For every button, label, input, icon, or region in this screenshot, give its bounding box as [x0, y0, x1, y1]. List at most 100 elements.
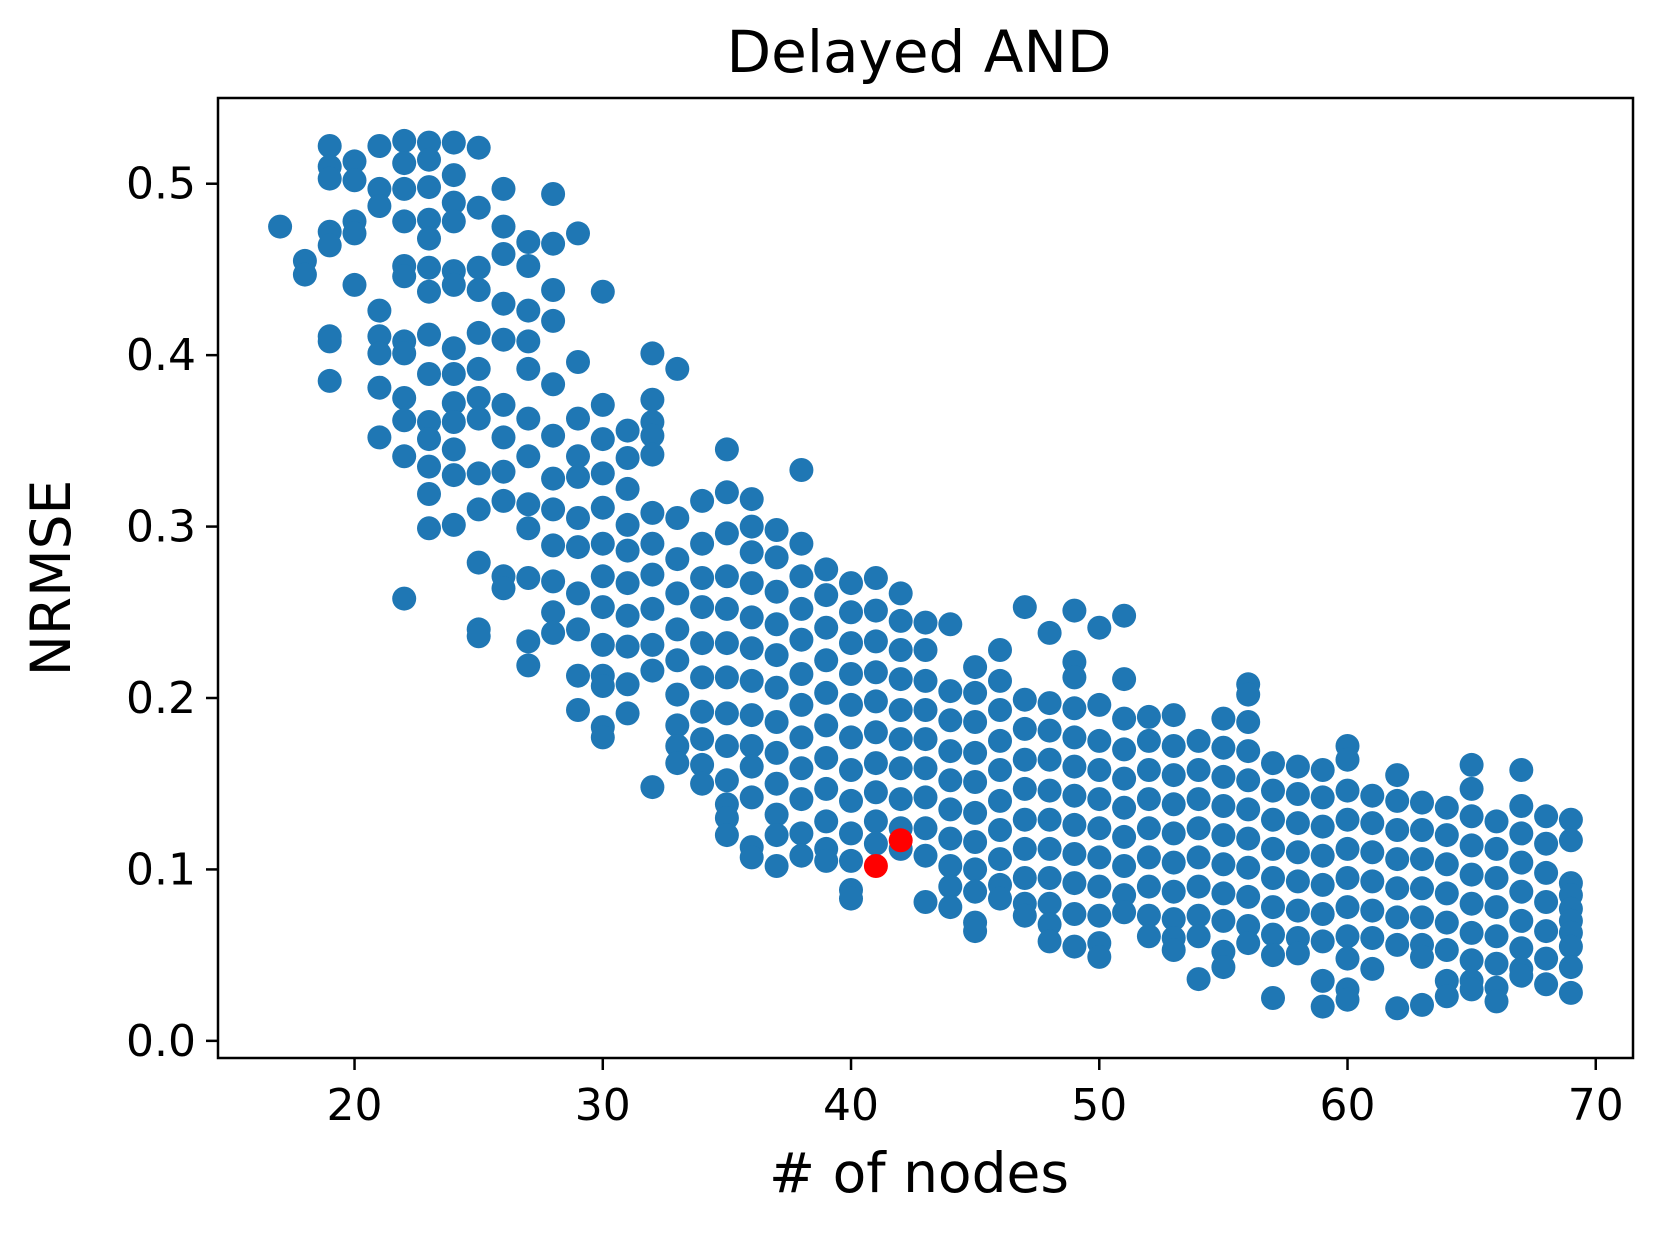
data-point	[1236, 884, 1261, 909]
data-point	[541, 182, 566, 206]
data-point	[1459, 862, 1484, 887]
data-point	[590, 595, 615, 620]
data-point	[1335, 778, 1360, 803]
data-point	[1310, 872, 1335, 897]
data-point	[988, 758, 1012, 782]
y-axis: 0.0 0.1 0.2 0.3 0.4 0.5	[126, 159, 218, 1067]
data-point	[1509, 908, 1534, 933]
data-point	[1385, 876, 1410, 901]
data-point	[590, 279, 615, 304]
data-point	[541, 600, 566, 625]
data-point	[466, 461, 491, 486]
data-point	[1434, 823, 1459, 848]
x-tick-label: 30	[575, 1080, 631, 1131]
data-point	[441, 410, 466, 434]
data-point	[1310, 843, 1335, 868]
data-point	[888, 787, 913, 812]
data-point	[690, 665, 715, 690]
x-tick-label: 70	[1568, 1080, 1624, 1131]
data-point	[317, 134, 342, 158]
data-point	[1360, 811, 1385, 836]
x-tick-label: 50	[1071, 1080, 1127, 1131]
data-point	[690, 531, 715, 556]
data-point	[1211, 823, 1236, 848]
data-point	[963, 710, 988, 734]
data-point	[1459, 920, 1484, 945]
data-point	[789, 596, 814, 621]
data-point	[1434, 984, 1459, 1009]
data-point	[839, 886, 863, 911]
data-point	[441, 463, 466, 488]
data-point	[1385, 818, 1410, 842]
data-point	[1484, 924, 1509, 949]
data-point	[1236, 855, 1261, 880]
data-point	[1211, 706, 1236, 731]
data-point	[541, 231, 566, 256]
data-point	[888, 608, 913, 633]
data-point	[1112, 737, 1137, 762]
data-point	[1509, 936, 1534, 961]
data-point	[714, 480, 739, 505]
y-tick-label: 0.4	[126, 330, 196, 381]
data-point	[1310, 968, 1335, 993]
data-point	[913, 668, 938, 693]
data-point	[913, 890, 938, 914]
data-point	[491, 576, 516, 601]
data-point	[789, 843, 814, 868]
data-point	[739, 734, 764, 758]
data-point	[516, 298, 541, 323]
data-point	[938, 797, 963, 822]
data-point	[466, 255, 491, 280]
data-point	[690, 727, 715, 752]
data-point	[764, 643, 789, 668]
data-point	[417, 322, 441, 347]
data-point	[566, 444, 590, 469]
data-point	[417, 226, 441, 251]
data-point	[466, 406, 491, 431]
data-point	[1062, 842, 1087, 866]
data-point	[1186, 845, 1211, 870]
data-point	[1012, 776, 1037, 801]
data-point	[665, 356, 690, 381]
data-point	[1335, 924, 1360, 949]
data-point	[541, 620, 566, 645]
data-point	[1236, 710, 1261, 734]
data-point	[1236, 739, 1261, 764]
data-point	[1434, 910, 1459, 935]
data-point	[1161, 792, 1186, 817]
data-point	[590, 674, 615, 698]
data-point	[690, 699, 715, 724]
data-point	[516, 254, 541, 278]
data-point	[640, 500, 665, 525]
data-point	[1037, 929, 1062, 954]
data-point	[1236, 682, 1261, 707]
x-tick-label: 60	[1320, 1080, 1376, 1131]
data-point	[590, 564, 615, 589]
data-point	[913, 698, 938, 722]
data-point	[1285, 941, 1310, 966]
data-point	[1186, 874, 1211, 899]
data-point	[1534, 946, 1559, 971]
data-point	[1261, 986, 1285, 1010]
data-point	[491, 291, 516, 316]
data-point	[814, 680, 839, 705]
data-point	[988, 728, 1012, 753]
data-point	[714, 734, 739, 758]
data-point	[1037, 912, 1062, 937]
data-point	[913, 727, 938, 752]
data-point	[690, 566, 715, 590]
data-point	[1261, 922, 1285, 947]
data-point	[342, 168, 367, 193]
chart-title: Delayed AND	[727, 18, 1112, 86]
data-point	[1310, 902, 1335, 926]
data-point	[1310, 758, 1335, 782]
data-point	[1186, 787, 1211, 812]
data-point	[1062, 725, 1087, 750]
data-point	[1037, 836, 1062, 861]
data-point	[342, 149, 367, 174]
data-point	[1236, 797, 1261, 822]
points-layer	[268, 128, 1583, 1021]
data-point	[441, 190, 466, 215]
data-point	[392, 408, 417, 433]
data-point	[1112, 706, 1137, 731]
